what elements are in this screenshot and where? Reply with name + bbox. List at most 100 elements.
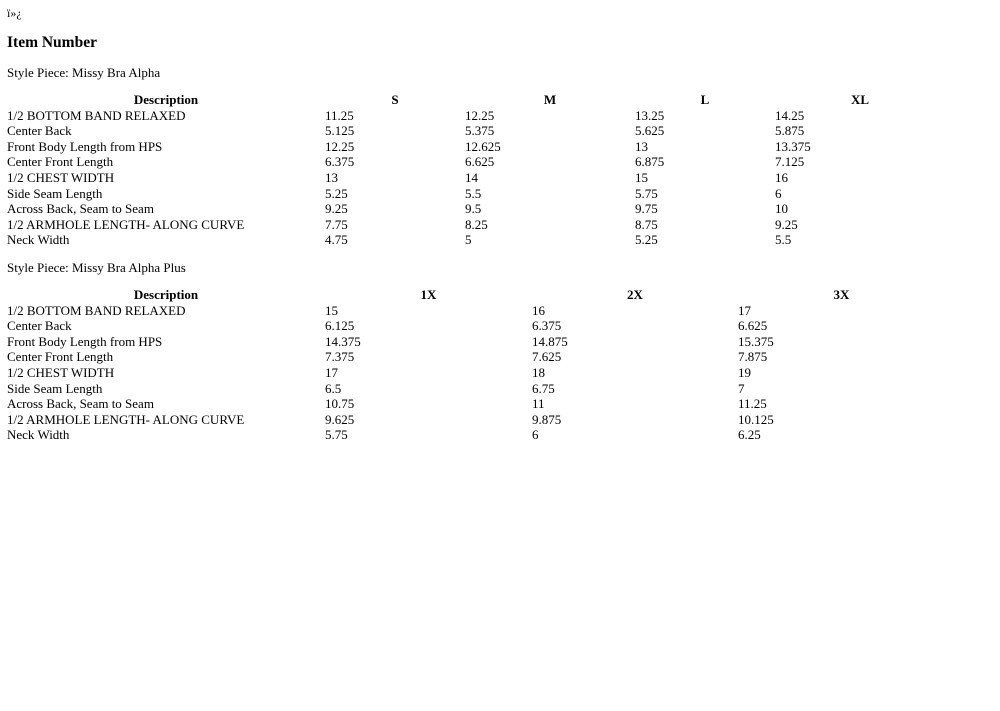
measurement-value: 12.25 <box>325 138 355 154</box>
measurement-value: 5.75 <box>325 427 348 443</box>
measurement-value: 5.5 <box>775 232 792 248</box>
table-row: 1/2 CHEST WIDTH 17 18 19 <box>7 365 945 381</box>
measurement-value: 5 <box>465 232 472 248</box>
measurement-description: Center Back <box>7 318 72 334</box>
table-row: Front Body Length from HPS 14.375 14.875 15… <box>7 334 945 350</box>
table-row: 1/2 CHEST WIDTH 13 14 15 16 <box>7 170 945 186</box>
table-row: 1/2 BOTTOM BAND RELAXED 15 16 17 <box>7 303 945 319</box>
column-header-size: XL <box>850 92 870 107</box>
header-row: Description 1X 2X 3X <box>7 287 945 303</box>
measurement-description: 1/2 ARMHOLE LENGTH- ALONG CURVE <box>7 411 245 427</box>
measurement-value: 9.25 <box>775 216 798 232</box>
measurement-value: 5.5 <box>465 185 482 201</box>
measurement-value: 6.125 <box>325 318 355 334</box>
measurement-value: 6.625 <box>465 154 495 170</box>
measurement-value: 9.625 <box>325 411 355 427</box>
measurement-value: 5.25 <box>635 232 658 248</box>
measurement-description: Center Back <box>7 123 72 139</box>
measurement-table-missy-bra-alpha-plus: Description 1X 2X 3X 1/2 BOTTOM BAND RELAXED… <box>7 287 945 443</box>
table-row: 1/2 ARMHOLE LENGTH- ALONG CURVE 7.75 8.25 8… <box>7 217 945 233</box>
table-row: Across Back, Seam to Seam 9.25 9.5 9.75 10 <box>7 201 945 217</box>
measurement-value: 8.75 <box>635 216 658 232</box>
measurement-description: Side Seam Length <box>7 380 103 396</box>
measurement-description: Across Back, Seam to Seam <box>7 396 154 412</box>
measurement-value: 13 <box>325 169 338 185</box>
measurement-value: 5.375 <box>465 123 495 139</box>
measurement-value: 12.625 <box>465 138 501 154</box>
column-header-size: 1X <box>420 287 437 302</box>
column-header-size: 2X <box>627 287 643 302</box>
measurement-value: 13.375 <box>775 138 811 154</box>
measurement-value: 13 <box>635 138 648 154</box>
measurement-value: 5.875 <box>775 123 805 139</box>
measurement-value: 17 <box>325 364 338 380</box>
measurement-description: Neck Width <box>7 427 70 443</box>
column-header-description: Description <box>133 287 199 302</box>
measurement-value: 6.5 <box>325 380 342 396</box>
measurement-value: 14.875 <box>532 333 568 349</box>
measurement-value: 17 <box>738 302 751 318</box>
measurement-value: 14.25 <box>775 107 805 123</box>
table-row: Neck Width 5.75 6 6.25 <box>7 427 945 443</box>
measurement-description: Side Seam Length <box>7 185 103 201</box>
measurement-description: Neck Width <box>7 232 70 248</box>
table-row: Center Back 6.125 6.375 6.625 <box>7 318 945 334</box>
measurement-description: Across Back, Seam to Seam <box>7 201 154 217</box>
measurement-value: 6 <box>775 185 782 201</box>
measurement-value: 15 <box>635 169 648 185</box>
measurement-value: 7.625 <box>532 349 562 365</box>
measurement-value: 12.25 <box>465 107 495 123</box>
page-title: Item Number <box>7 34 97 51</box>
measurement-value: 6 <box>532 427 539 443</box>
measurement-value: 7.125 <box>775 154 805 170</box>
measurement-description: 1/2 ARMHOLE LENGTH- ALONG CURVE <box>7 216 245 232</box>
table-row: Side Seam Length 6.5 6.75 7 <box>7 381 945 397</box>
measurement-value: 9.25 <box>325 201 348 217</box>
table-row: Center Back 5.125 5.375 5.625 5.875 <box>7 123 945 139</box>
table-row: 1/2 BOTTOM BAND RELAXED 11.25 12.25 13.25 14… <box>7 108 945 124</box>
table-row: Center Front Length 6.375 6.625 6.875 7.125 <box>7 154 945 170</box>
measurement-description: Front Body Length from HPS <box>7 333 163 349</box>
column-header-size: 3X <box>833 287 850 302</box>
measurement-value: 5.75 <box>635 185 658 201</box>
measurement-value: 9.75 <box>635 201 658 217</box>
measurement-value: 5.125 <box>325 123 355 139</box>
measurement-value: 6.375 <box>532 318 562 334</box>
measurement-value: 10 <box>775 201 788 217</box>
style-piece-label: Style Piece: Missy Bra Alpha <box>7 65 161 80</box>
measurement-value: 7.375 <box>325 349 355 365</box>
measurement-value: 16 <box>532 302 545 318</box>
measurement-value: 10.75 <box>325 396 355 412</box>
bom-text: ï»¿ <box>7 6 22 20</box>
table-row: Neck Width 4.75 5 5.25 5.5 <box>7 232 945 248</box>
column-header-size: M <box>543 92 557 107</box>
table-row: Front Body Length from HPS 12.25 12.625 13 1… <box>7 139 945 155</box>
measurement-value: 6.25 <box>738 427 761 443</box>
measurement-value: 6.75 <box>532 380 555 396</box>
column-header-size: L <box>700 92 710 107</box>
header-row: Description S M L XL <box>7 92 945 108</box>
measurement-table-missy-bra-alpha: Description S M L XL 1/2 BOTTOM BAND RELAXED 1… <box>7 92 945 248</box>
column-header-description: Description <box>133 92 199 107</box>
measurement-value: 7 <box>738 380 745 396</box>
measurement-value: 19 <box>738 364 751 380</box>
measurement-value: 11 <box>532 396 545 412</box>
measurement-value: 15 <box>325 302 338 318</box>
measurement-value: 6.375 <box>325 154 355 170</box>
table-row: Center Front Length 7.375 7.625 7.875 <box>7 349 945 365</box>
measurement-description: Center Front Length <box>7 154 114 170</box>
measurement-description: Center Front Length <box>7 349 114 365</box>
table-row: Side Seam Length 5.25 5.5 5.75 6 <box>7 186 945 202</box>
measurement-value: 13.25 <box>635 107 665 123</box>
column-header-size: S <box>391 92 399 107</box>
measurement-value: 15.375 <box>738 333 774 349</box>
measurement-value: 6.875 <box>635 154 665 170</box>
measurement-value: 5.25 <box>325 185 348 201</box>
measurement-description: 1/2 CHEST WIDTH <box>7 169 115 185</box>
measurement-value: 10.125 <box>738 411 774 427</box>
measurement-value: 9.5 <box>465 201 482 217</box>
measurement-value: 11.25 <box>738 396 767 412</box>
measurement-value: 18 <box>532 364 545 380</box>
measurement-description: 1/2 BOTTOM BAND RELAXED <box>7 302 186 318</box>
style-piece-label: Style Piece: Missy Bra Alpha Plus <box>7 260 186 275</box>
